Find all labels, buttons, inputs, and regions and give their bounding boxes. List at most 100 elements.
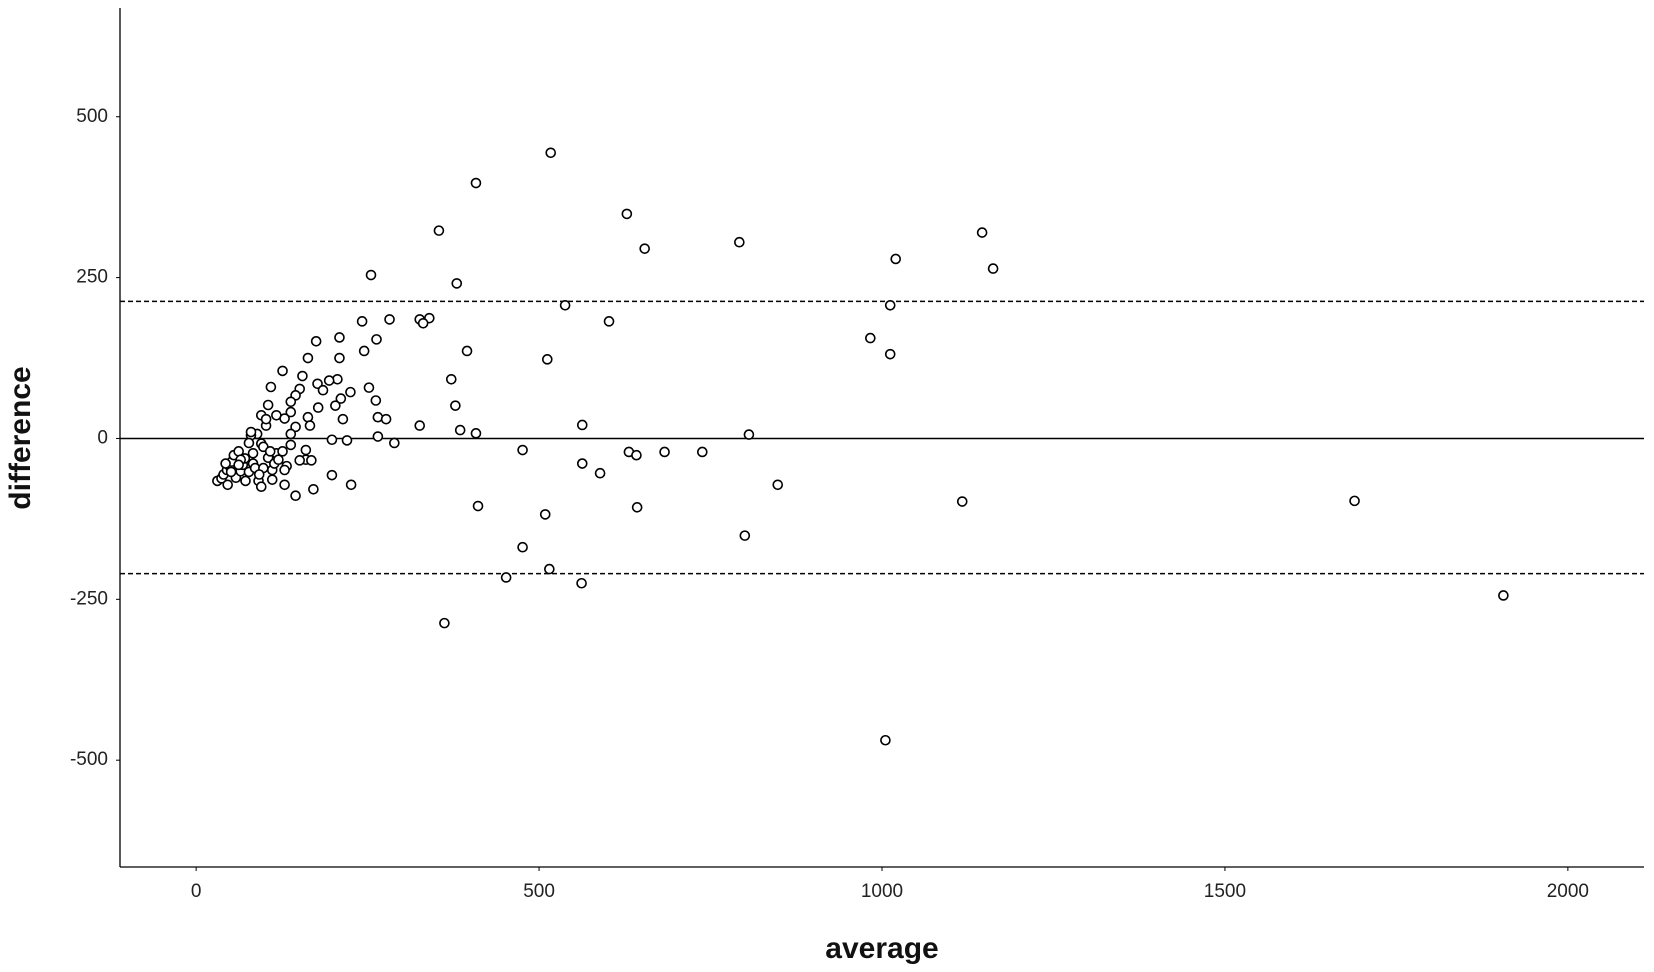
y-tick-label: -500 — [70, 749, 108, 770]
point — [279, 413, 290, 424]
point — [225, 466, 237, 478]
point — [461, 345, 473, 357]
point — [300, 444, 312, 456]
point — [341, 435, 353, 446]
point — [880, 734, 891, 746]
point — [370, 395, 382, 406]
point — [262, 399, 274, 411]
point — [266, 474, 278, 485]
point — [277, 365, 288, 377]
point — [273, 454, 284, 465]
point — [233, 459, 244, 471]
point — [334, 332, 345, 343]
point — [285, 439, 297, 451]
point — [337, 413, 349, 425]
point — [233, 446, 244, 457]
point — [884, 299, 896, 311]
point — [639, 243, 650, 254]
point — [326, 469, 338, 481]
point — [865, 332, 876, 344]
point — [454, 424, 466, 436]
point — [285, 396, 297, 408]
point — [260, 413, 272, 425]
point — [279, 479, 290, 491]
point — [1349, 495, 1360, 507]
x-tick-label: 1000 — [861, 881, 903, 902]
point — [890, 253, 902, 265]
point — [302, 411, 314, 423]
point — [603, 316, 615, 327]
point — [384, 314, 395, 325]
point — [345, 479, 357, 491]
point — [445, 373, 457, 385]
point — [472, 500, 484, 512]
point — [517, 444, 528, 456]
point — [559, 299, 571, 311]
point — [304, 420, 316, 431]
point — [302, 352, 314, 364]
point — [433, 225, 445, 236]
point — [220, 458, 231, 469]
point — [317, 384, 329, 396]
point — [576, 419, 588, 431]
point — [451, 278, 463, 289]
point — [987, 263, 999, 274]
point — [517, 541, 528, 553]
point — [243, 437, 255, 449]
x-tick-label: 2000 — [1547, 881, 1589, 902]
point — [956, 496, 968, 507]
point — [358, 345, 370, 357]
point — [326, 434, 338, 446]
point — [734, 236, 745, 248]
point — [697, 446, 708, 458]
point — [576, 577, 587, 589]
point — [439, 617, 450, 629]
point — [631, 449, 642, 461]
point — [363, 382, 375, 393]
point — [245, 426, 257, 438]
point — [265, 381, 277, 393]
point — [450, 400, 461, 411]
point — [290, 490, 301, 502]
point — [279, 464, 290, 476]
point — [594, 467, 606, 479]
y-tick-label: 0 — [97, 427, 108, 448]
point — [240, 475, 251, 487]
point — [976, 227, 988, 238]
point — [500, 572, 512, 583]
point — [345, 386, 356, 398]
point — [659, 446, 670, 458]
x-tick-label: 1500 — [1204, 881, 1246, 902]
point — [290, 421, 301, 433]
x-axis-title: average — [825, 932, 938, 965]
point — [285, 428, 297, 440]
point — [576, 458, 588, 469]
point — [277, 446, 288, 457]
point — [253, 469, 265, 480]
point — [544, 563, 555, 575]
y-tick-label: 500 — [76, 106, 108, 127]
point — [414, 420, 426, 431]
point — [297, 370, 308, 382]
point — [306, 455, 317, 466]
point — [772, 479, 784, 491]
point — [323, 375, 335, 386]
x-tick-label: 0 — [191, 881, 202, 902]
y-axis-title: difference — [4, 366, 37, 509]
point — [389, 437, 400, 449]
point — [310, 336, 322, 347]
point — [539, 509, 551, 520]
point — [743, 429, 755, 440]
point — [380, 413, 392, 425]
point — [365, 269, 377, 281]
point — [541, 354, 553, 365]
point — [1498, 590, 1509, 601]
point — [417, 317, 429, 329]
point — [739, 530, 751, 541]
y-tick-label: 250 — [76, 267, 108, 288]
point — [371, 334, 382, 345]
point — [356, 316, 368, 327]
point — [335, 393, 347, 404]
point — [621, 208, 633, 220]
